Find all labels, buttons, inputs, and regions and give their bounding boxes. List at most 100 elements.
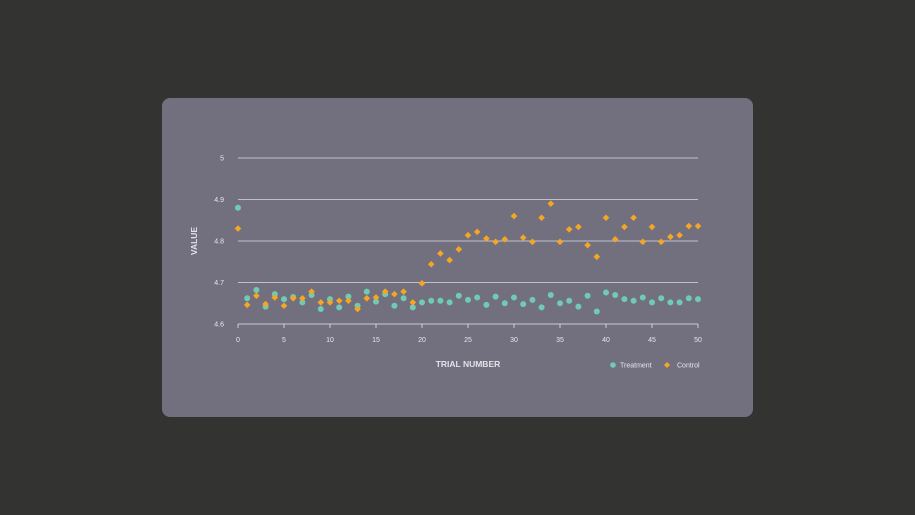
point-control — [381, 288, 389, 295]
point-treatment — [603, 289, 609, 296]
point-control — [639, 238, 647, 246]
point-control — [575, 223, 582, 231]
point-control — [455, 246, 463, 253]
point-control — [657, 238, 665, 246]
point-control — [317, 299, 325, 306]
point-treatment — [676, 299, 683, 306]
point-control — [473, 228, 481, 236]
point-treatment — [244, 295, 251, 302]
y-tick-label: 4.7 — [214, 280, 224, 287]
point-control — [363, 294, 371, 302]
point-treatment — [327, 296, 333, 303]
point-control — [326, 299, 334, 306]
point-treatment — [400, 295, 407, 302]
point-treatment — [658, 295, 665, 302]
point-control — [492, 238, 499, 246]
x-tick-label: 30 — [510, 337, 518, 344]
point-treatment — [621, 296, 628, 303]
point-treatment — [649, 299, 655, 306]
point-control — [621, 223, 628, 231]
legend-marker-treatment — [610, 362, 616, 368]
point-treatment — [419, 299, 425, 306]
point-control — [446, 256, 453, 264]
y-tick-label: 4.9 — [214, 197, 224, 204]
point-treatment — [685, 295, 692, 302]
point-control — [280, 302, 288, 310]
point-treatment — [639, 294, 646, 301]
point-control — [519, 234, 527, 241]
point-control — [593, 253, 601, 261]
point-control — [234, 225, 242, 232]
legend: Treatment Control — [610, 362, 700, 370]
point-control — [464, 231, 472, 239]
point-treatment — [428, 297, 435, 304]
legend-marker-control — [664, 362, 670, 368]
point-control — [538, 214, 545, 222]
point-treatment — [455, 292, 462, 299]
gridlines — [238, 157, 698, 283]
point-control — [630, 214, 637, 222]
point-control — [335, 297, 343, 305]
series-treatment — [235, 204, 701, 315]
point-control — [391, 290, 398, 298]
chart-card: 4.6 4.7 4.8 4.9 5 0 5 10 15 20 25 30 35 40 45 50 TRIAL… — [162, 98, 753, 417]
point-control — [602, 214, 610, 222]
point-control — [483, 235, 490, 242]
point-treatment — [566, 297, 573, 304]
point-treatment — [299, 299, 306, 306]
point-control — [694, 222, 702, 230]
point-treatment — [612, 291, 619, 298]
point-control — [354, 305, 361, 313]
x-tick-label: 15 — [372, 337, 380, 344]
point-treatment — [667, 299, 674, 306]
point-control — [289, 294, 297, 302]
x-tick-label: 45 — [648, 337, 656, 344]
x-tick-label: 25 — [464, 337, 472, 344]
point-control — [299, 294, 306, 302]
point-treatment — [336, 304, 343, 311]
point-control — [418, 280, 426, 287]
point-treatment — [281, 296, 287, 303]
x-tick-label: 10 — [326, 337, 334, 344]
point-control — [308, 288, 315, 295]
data-points — [234, 200, 702, 315]
point-treatment — [308, 291, 315, 298]
point-control — [584, 241, 591, 249]
point-treatment — [593, 308, 600, 315]
point-control — [243, 301, 251, 309]
scatter-chart: 4.6 4.7 4.8 4.9 5 0 5 10 15 20 25 30 35 40 45 50 TRIAL… — [189, 156, 702, 370]
point-treatment — [354, 302, 361, 309]
y-tick-label: 5 — [220, 156, 224, 163]
point-control — [437, 250, 444, 257]
point-treatment — [437, 297, 444, 304]
x-tick-label: 20 — [418, 337, 426, 344]
point-control — [501, 236, 509, 243]
point-treatment — [474, 294, 481, 301]
point-treatment — [409, 304, 416, 311]
point-treatment — [529, 296, 536, 303]
point-control — [400, 288, 407, 295]
x-axis-title: TRIAL NUMBER — [436, 359, 501, 369]
point-treatment — [520, 301, 527, 308]
point-control — [510, 212, 518, 220]
point-control — [529, 238, 536, 246]
legend-label-control: Control — [677, 363, 700, 370]
point-treatment — [483, 301, 490, 308]
legend-label-treatment: Treatment — [620, 363, 652, 370]
point-treatment — [345, 293, 352, 300]
point-treatment — [446, 299, 453, 306]
point-control — [427, 260, 435, 268]
x-tick-label: 35 — [556, 337, 564, 344]
y-tick-label: 4.6 — [214, 322, 224, 329]
y-axis-title: VALUE — [189, 227, 199, 256]
point-treatment — [373, 298, 379, 305]
point-control — [372, 294, 380, 301]
point-control — [547, 200, 555, 207]
point-treatment — [695, 296, 701, 303]
point-treatment — [492, 293, 499, 300]
x-tick-label: 40 — [602, 337, 610, 344]
point-treatment — [317, 306, 324, 313]
y-tick-labels: 4.6 4.7 4.8 4.9 5 — [214, 156, 224, 329]
point-treatment — [235, 204, 241, 211]
point-treatment — [511, 294, 517, 301]
